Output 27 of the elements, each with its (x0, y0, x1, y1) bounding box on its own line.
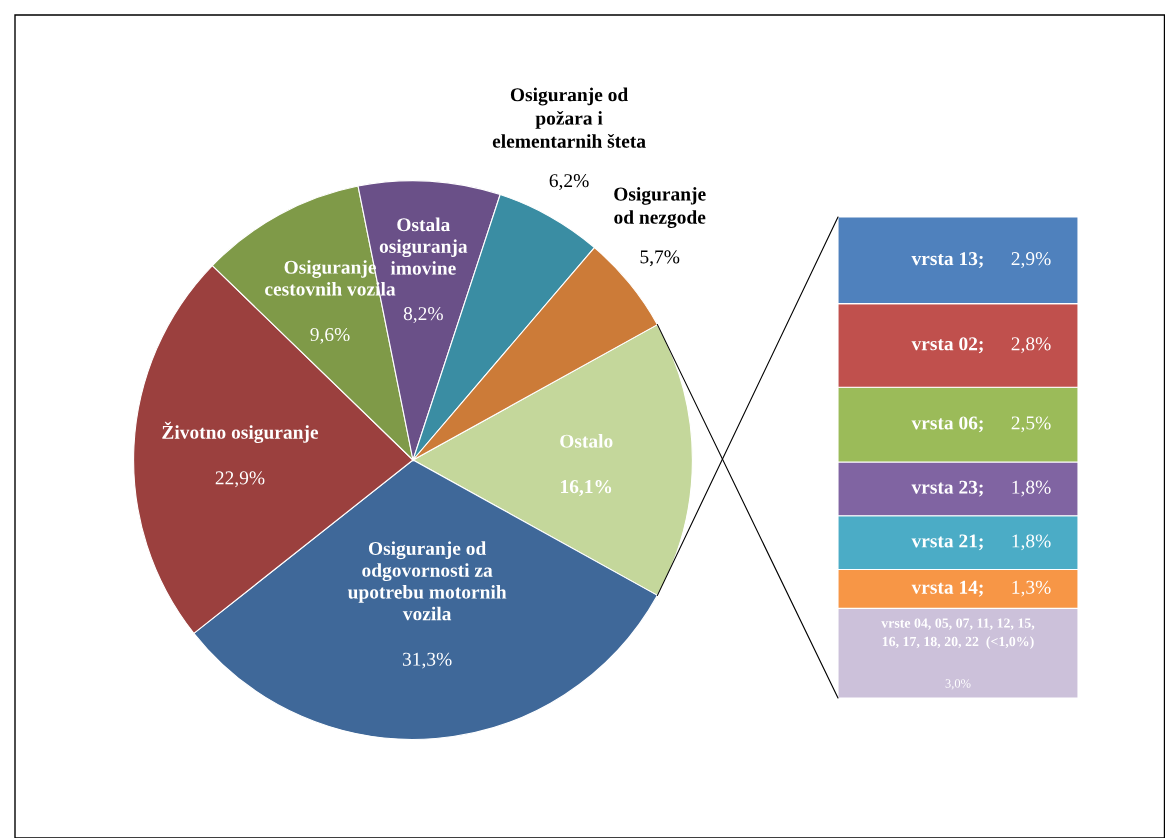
slice-label: Osiguranje od odgovornosti za upotrebu motornih vozila (347, 541, 507, 621)
data-label: 1,8% (1012, 480, 1051, 497)
slice-label: Ostalo (560, 434, 613, 448)
slice-label: Ostala osiguranja imovine (379, 217, 468, 275)
data-label: 22,9% (215, 471, 265, 488)
slice-label: Životno osiguranje (162, 421, 319, 443)
series-label: vrsta 02; (911, 337, 983, 354)
data-label: 6,2% (549, 174, 589, 190)
series-label: vrsta 21; (911, 534, 983, 551)
data-label: 1,3% (1012, 580, 1051, 597)
series-label: vrsta 13; (911, 252, 983, 269)
data-label: 5,7% (640, 250, 680, 267)
data-label: 1,8% (1012, 534, 1051, 551)
data-label: 3,0% (945, 679, 971, 690)
series-label: vrsta 14; (911, 580, 983, 597)
series-label: vrsta 06; (911, 416, 983, 433)
data-label: 16,1% (561, 480, 612, 496)
series-label: vrste 04, 05, 07, 11, 12, 15, 16, 17, 18, 20, 22 (<1,0%) (881, 618, 1035, 649)
series-label: vrsta 23; (911, 480, 983, 497)
slice-label: Osiguranje od požara i elementarnih šteta (492, 87, 646, 148)
slice-label: Osiguranje od nezgode (614, 186, 706, 228)
data-label: 8,2% (403, 307, 443, 323)
data-label: 9,6% (310, 327, 350, 344)
data-label: 31,3% (402, 652, 452, 669)
data-label: 2,9% (1011, 252, 1051, 268)
data-label: 2,8% (1011, 337, 1051, 354)
data-label: 2,5% (1011, 416, 1051, 433)
